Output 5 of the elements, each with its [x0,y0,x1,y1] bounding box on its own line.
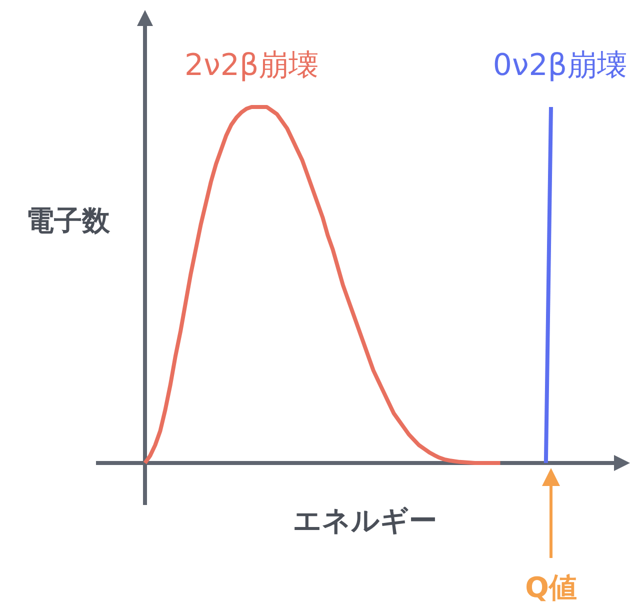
x-axis-title: エネルギー [293,504,437,537]
text: Q値 [525,571,577,604]
series-label: 2ν2β崩壊 [184,48,319,83]
y-axis-title: 電子数 [26,204,111,237]
series-label: 0ν2β崩壊 [492,48,627,83]
